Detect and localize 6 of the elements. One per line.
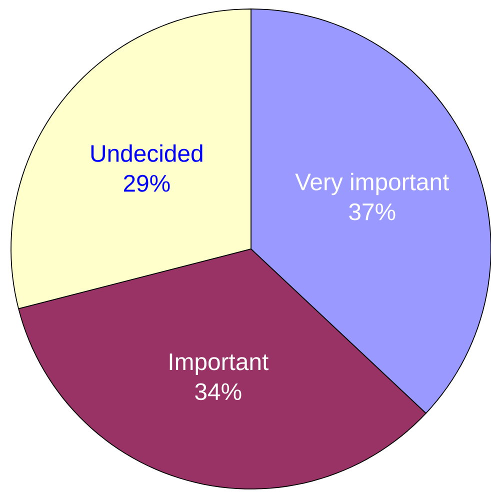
slice-label: Very important	[294, 172, 449, 196]
slice-label: Undecided	[91, 144, 202, 162]
data-label: 34%	[194, 383, 242, 400]
data-label: 37%	[348, 203, 396, 220]
slice-label: Important	[170, 354, 268, 375]
data-label: 29%	[124, 174, 170, 192]
